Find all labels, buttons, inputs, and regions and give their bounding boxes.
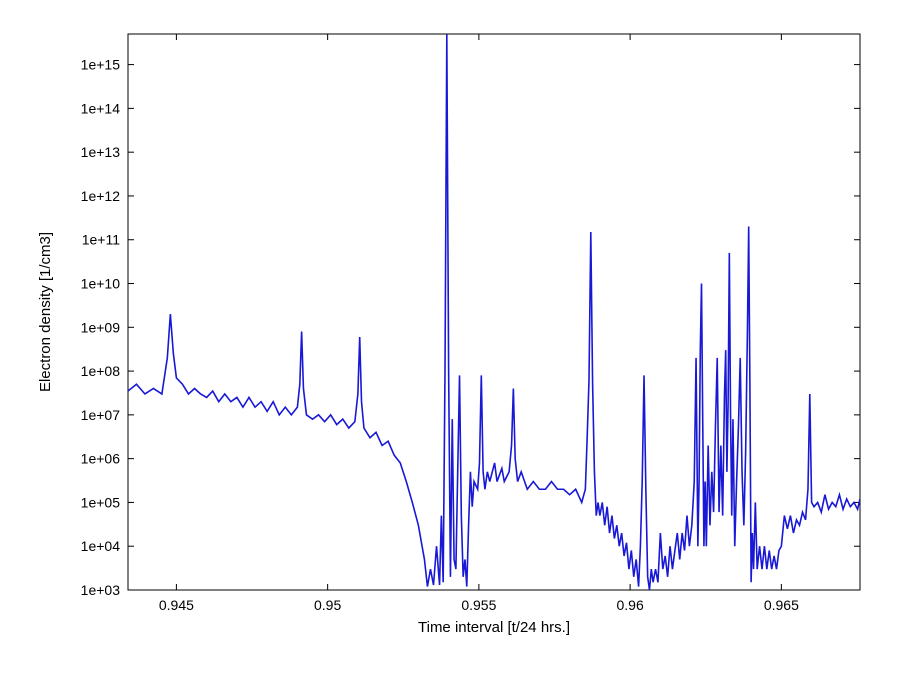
x-axis-label: Time interval [t/24 hrs.]	[418, 619, 570, 636]
y-tick-label: 1e+11	[82, 232, 120, 248]
y-tick-label: 1e+12	[81, 188, 121, 204]
y-tick-label: 1e+14	[81, 100, 121, 116]
x-tick-label: 0.955	[461, 597, 496, 613]
y-tick-label: 1e+06	[81, 451, 121, 467]
y-tick-label: 1e+13	[81, 144, 121, 160]
x-tick-label: 0.965	[764, 597, 799, 613]
x-tick-label: 0.96	[616, 597, 643, 613]
y-tick-label: 1e+15	[81, 57, 121, 73]
y-tick-label: 1e+09	[81, 319, 121, 335]
y-tick-label: 1e+07	[81, 407, 121, 423]
x-tick-label: 0.95	[314, 597, 341, 613]
y-tick-label: 1e+08	[81, 363, 121, 379]
x-tick-label: 0.945	[159, 597, 194, 613]
y-tick-label: 1e+05	[81, 494, 121, 510]
y-tick-label: 1e+04	[81, 538, 121, 554]
electron-density-chart: 0.945 0.95 0.955 0.96 0.965 1e+03 1e+04 1e+05 1e…	[0, 0, 900, 675]
y-tick-label: 1e+10	[81, 276, 121, 292]
y-tick-label: 1e+03	[81, 582, 121, 598]
y-axis-label: Electron density [1/cm3]	[37, 232, 54, 392]
